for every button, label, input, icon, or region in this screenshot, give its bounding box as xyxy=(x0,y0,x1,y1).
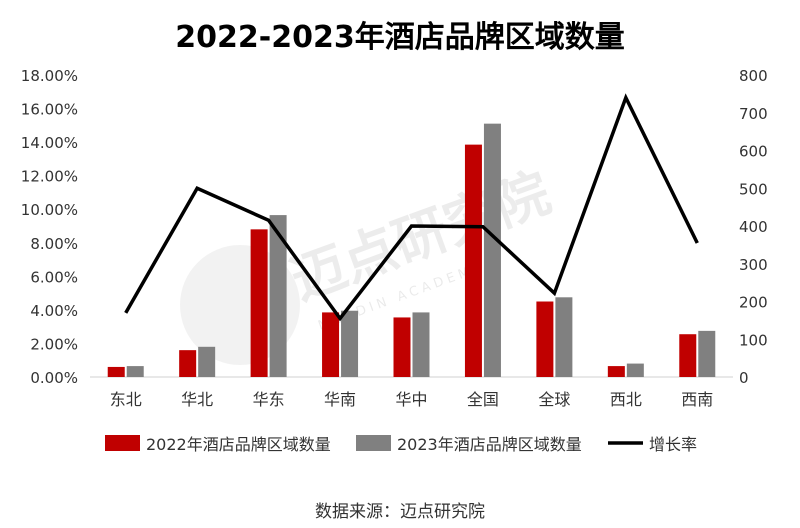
x-tick-label: 全球 xyxy=(538,390,570,409)
x-tick-label: 西南 xyxy=(681,390,713,409)
y-left-tick-label: 8.00% xyxy=(30,235,78,253)
bar-2022 xyxy=(179,350,197,377)
x-tick-label: 东北 xyxy=(110,390,142,409)
bar-2023 xyxy=(269,215,287,377)
y-right-tick-label: 100 xyxy=(739,331,768,349)
x-tick-label: 华东 xyxy=(253,390,285,409)
y-right-tick-label: 500 xyxy=(739,180,768,198)
watermark: 迈点研究院 MEADIN ACADEMY xyxy=(180,161,558,365)
y-left-tick-label: 4.00% xyxy=(30,302,78,320)
bars xyxy=(107,123,716,378)
y-left-tick-label: 10.00% xyxy=(21,201,78,219)
bar-2022 xyxy=(536,301,554,377)
chart-title: 2022-2023年酒店品牌区域数量 xyxy=(175,20,625,55)
x-tick-label: 华北 xyxy=(181,390,213,409)
axes: 0.00% 2.00% 4.00% 6.00% 8.00% 10.00% 12.00% 14.… xyxy=(21,67,768,409)
bar-2022 xyxy=(607,366,625,377)
x-tick-label: 全国 xyxy=(467,390,499,409)
y-right-tick-label: 700 xyxy=(739,105,768,123)
y-left-tick-label: 18.00% xyxy=(21,67,78,85)
bar-2022 xyxy=(250,229,268,377)
bar-2023 xyxy=(483,123,501,378)
y-right-tick-label: 600 xyxy=(739,143,768,161)
growth-line xyxy=(124,93,699,322)
legend-swatch xyxy=(356,435,391,451)
legend-label: 2023年酒店品牌区域数量 xyxy=(397,435,582,454)
y-right-tick-label: 200 xyxy=(739,294,768,312)
legend-label: 2022年酒店品牌区域数量 xyxy=(146,435,331,454)
y-left-tick-label: 14.00% xyxy=(21,134,78,152)
bar-2023 xyxy=(626,363,644,377)
bar-2023 xyxy=(412,312,430,377)
bar-2022 xyxy=(393,317,411,377)
y-left-tick-label: 0.00% xyxy=(30,369,78,387)
bar-2022 xyxy=(679,334,697,377)
y-right-tick-label: 800 xyxy=(739,67,768,85)
y-left-tick-label: 2.00% xyxy=(30,335,78,353)
y-left-tick-label: 16.00% xyxy=(21,101,78,119)
y-right-tick-label: 300 xyxy=(739,256,768,274)
x-tick-label: 华南 xyxy=(324,390,356,409)
bar-2023 xyxy=(555,297,573,377)
y-right-tick-label: 0 xyxy=(739,369,749,387)
growth-rate-line xyxy=(124,93,699,322)
bar-2022 xyxy=(464,144,482,377)
x-tick-label: 华中 xyxy=(395,390,427,409)
y-right-tick-label: 400 xyxy=(739,218,768,236)
bar-2023 xyxy=(198,346,216,377)
bar-2023 xyxy=(341,310,359,377)
bar-2023 xyxy=(126,366,144,377)
x-tick-label: 西北 xyxy=(610,390,642,409)
bar-2022 xyxy=(107,366,125,377)
legend: 2022年酒店品牌区域数量 2023年酒店品牌区域数量 增长率 xyxy=(105,435,697,454)
y-left-tick-label: 6.00% xyxy=(30,268,78,286)
bar-2023 xyxy=(698,330,716,377)
legend-swatch xyxy=(105,435,140,451)
source-note: 数据来源：迈点研究院 xyxy=(315,502,485,522)
legend-label: 增长率 xyxy=(649,435,697,454)
y-left-tick-label: 12.00% xyxy=(21,168,78,186)
bar-2022 xyxy=(322,312,340,377)
